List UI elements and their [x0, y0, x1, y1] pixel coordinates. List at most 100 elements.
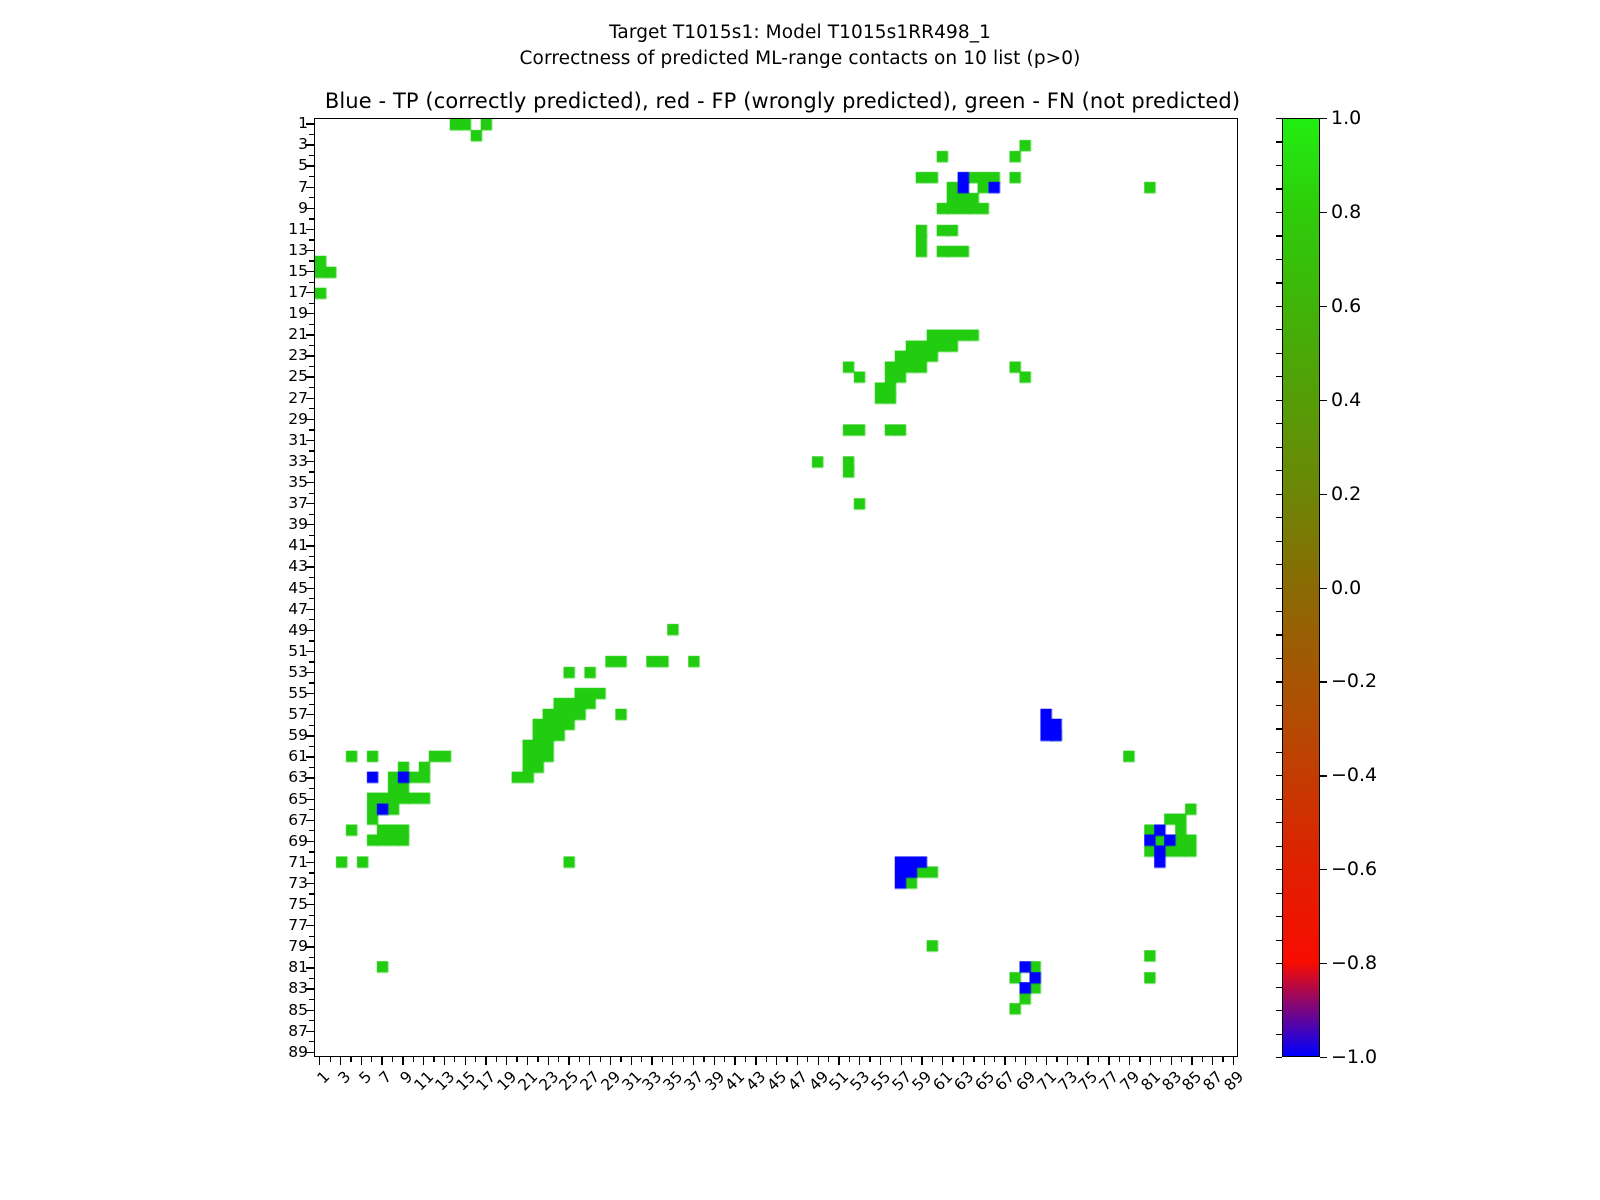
x-axis-tick [319, 1057, 321, 1065]
contact-map-plot-area[interactable] [314, 118, 1238, 1057]
y-axis-tick [306, 292, 314, 294]
x-axis-tick [454, 1057, 456, 1062]
y-axis-tick-label: 83 [288, 979, 308, 998]
colorbar-tick [1320, 1057, 1327, 1059]
x-axis-tick [1108, 1057, 1110, 1065]
colorbar-tick [1320, 211, 1327, 214]
x-axis-tick [526, 1057, 529, 1065]
x-axis-tick [589, 1057, 591, 1065]
colorbar-tick [1320, 118, 1327, 120]
colorbar-minor-tick [1276, 329, 1282, 331]
y-axis-tick [309, 239, 314, 241]
y-axis-tick [309, 450, 314, 452]
x-axis-tick [786, 1057, 788, 1062]
y-axis-tick [309, 534, 314, 537]
x-axis-tick [547, 1057, 549, 1065]
x-axis-tick [962, 1057, 965, 1065]
x-axis-tick [578, 1057, 581, 1062]
x-axis-tick [692, 1057, 695, 1065]
y-axis-tick [306, 714, 314, 716]
x-axis-tick [350, 1057, 352, 1062]
x-axis-tick [423, 1057, 425, 1065]
y-axis-tick [306, 904, 314, 906]
y-axis-tick [306, 650, 314, 653]
y-axis-tick [309, 344, 314, 347]
colorbar-minor-tick [1276, 399, 1282, 401]
y-axis-tick-label: 41 [288, 536, 308, 555]
colorbar-tick [1320, 775, 1327, 777]
y-axis-tick [306, 693, 314, 695]
y-axis-tick [306, 481, 314, 484]
y-axis-tick [306, 270, 314, 273]
contact-map-matrix[interactable] [315, 119, 1237, 1056]
colorbar-minor-tick [1276, 986, 1282, 988]
y-axis-tick [306, 671, 314, 674]
y-axis-tick-label: 75 [288, 895, 308, 914]
colorbar-minor-tick [1276, 610, 1282, 613]
colorbar-minor-tick [1276, 188, 1282, 190]
y-axis-tick-label: 87 [288, 1021, 308, 1040]
y-axis-tick-label: 7 [298, 177, 308, 196]
y-axis-tick-label: 29 [288, 409, 308, 428]
x-axis-tick [568, 1057, 570, 1065]
y-axis-tick [306, 608, 314, 610]
colorbar-minor-tick [1276, 704, 1282, 707]
x-axis-tick [339, 1057, 342, 1065]
y-axis-tick [306, 545, 314, 547]
x-axis-tick-label: 7 [376, 1067, 396, 1088]
y-axis-tick [306, 228, 314, 231]
x-axis-tick [651, 1057, 653, 1065]
y-axis-tick [309, 387, 314, 389]
colorbar-minor-tick [1276, 728, 1282, 730]
x-axis-tick [557, 1057, 560, 1062]
y-axis-tick-label: 85 [288, 1000, 308, 1019]
x-axis-tick [464, 1057, 466, 1065]
x-axis-tick [682, 1057, 684, 1062]
y-axis-tick [306, 460, 314, 463]
colorbar [1282, 118, 1320, 1057]
x-axis-tick [474, 1057, 477, 1062]
x-axis-tick [1222, 1057, 1224, 1062]
y-axis-tick [309, 935, 314, 937]
colorbar-gradient [1283, 119, 1319, 1056]
y-axis-tick [306, 861, 314, 864]
x-axis-tick [1056, 1057, 1058, 1062]
x-axis-tick [506, 1057, 508, 1065]
colorbar-tick [1320, 963, 1327, 965]
x-axis-tick [661, 1057, 664, 1062]
x-axis-tick [744, 1057, 747, 1062]
colorbar-minor-tick [1276, 564, 1282, 566]
x-axis-tick [796, 1057, 799, 1065]
colorbar-minor-tick [1276, 305, 1282, 307]
y-axis-tick-label: 31 [288, 430, 308, 449]
x-axis-tick [703, 1057, 705, 1062]
colorbar-minor-tick [1276, 493, 1282, 495]
y-axis-tick [309, 956, 314, 959]
colorbar-minor-tick [1276, 916, 1282, 918]
colorbar-tick [1320, 493, 1327, 495]
x-axis-tick [630, 1057, 632, 1065]
colorbar-minor-tick [1276, 751, 1282, 753]
x-axis-tick [827, 1057, 830, 1062]
colorbar-tick-label: −0.6 [1331, 858, 1378, 881]
y-axis-tick [309, 998, 314, 1001]
y-axis-tick [306, 418, 314, 420]
figure-title-block: Target T1015s1: Model T1015s1RR498_1 Cor… [0, 20, 1600, 72]
x-axis-tick [1014, 1057, 1017, 1062]
x-axis-tick [1097, 1057, 1100, 1062]
colorbar-tick-label: 1.0 [1331, 107, 1362, 129]
x-axis-tick [879, 1057, 882, 1065]
colorbar-tick-label: 0.2 [1331, 482, 1362, 505]
x-axis-tick [360, 1057, 363, 1065]
y-axis-tick-label: 65 [288, 789, 308, 808]
y-axis-tick [306, 334, 314, 336]
x-axis-tick [869, 1057, 871, 1062]
y-axis-tick [309, 724, 314, 726]
x-axis-tick [620, 1057, 622, 1062]
x-axis-tick [1180, 1057, 1183, 1062]
colorbar-minor-tick [1276, 587, 1282, 589]
y-axis-tick [309, 745, 314, 748]
y-axis-tick [306, 1030, 314, 1032]
x-axis-tick [994, 1057, 996, 1062]
x-axis-tick-label: 1 [313, 1067, 334, 1088]
